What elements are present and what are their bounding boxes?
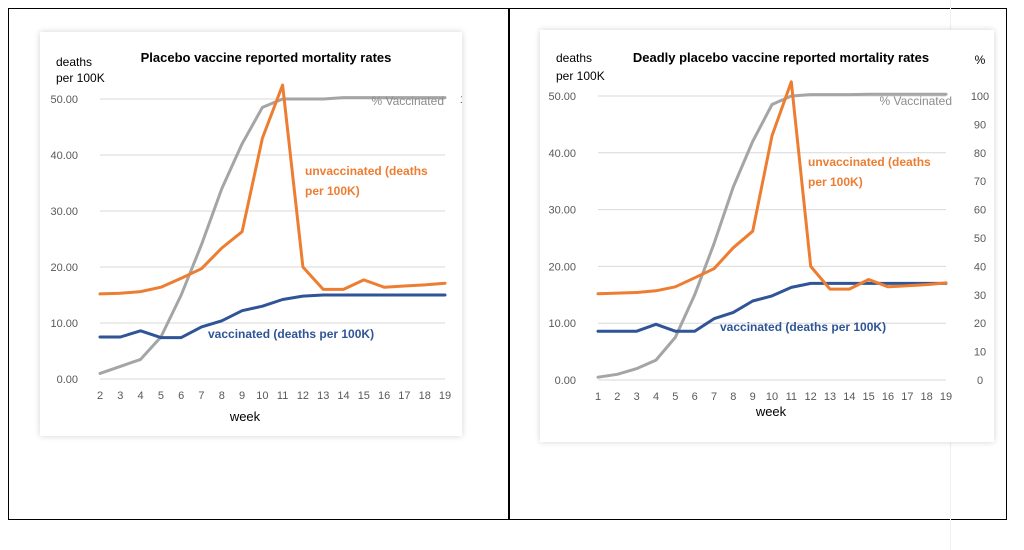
chart-panel-placebo: Placebo vaccine reported mortality rates… bbox=[40, 32, 462, 436]
x-tick-label: 7 bbox=[198, 390, 204, 402]
x-tick-label: 8 bbox=[219, 390, 225, 402]
y2-tick-label: 80 bbox=[974, 148, 986, 160]
y-tick-label: 20.00 bbox=[548, 261, 576, 273]
chart-panel-deadly-placebo: Deadly placebo vaccine reported mortalit… bbox=[540, 30, 994, 442]
y-tick-label: 0.00 bbox=[555, 375, 576, 387]
x-tick-label: 10 bbox=[766, 391, 778, 403]
x-tick-label: 13 bbox=[317, 390, 329, 402]
y2-tick-label: 20 bbox=[974, 318, 986, 330]
x-tick-label: 8 bbox=[730, 391, 736, 403]
x-axis-label: week bbox=[229, 409, 261, 424]
x-tick-label: 14 bbox=[337, 390, 349, 402]
x-tick-label: 2 bbox=[614, 391, 620, 403]
x-tick-label: 4 bbox=[653, 391, 659, 403]
x-tick-label: 9 bbox=[750, 391, 756, 403]
chart-deadly-placebo: Deadly placebo vaccine reported mortalit… bbox=[548, 50, 989, 419]
x-tick-label: 7 bbox=[711, 391, 717, 403]
y2-tick-label: 30 bbox=[974, 290, 986, 302]
y2-tick-label: 100 bbox=[971, 91, 989, 103]
y2-tick-label: 50 bbox=[974, 233, 986, 245]
y2-tick-label: 0 bbox=[977, 375, 983, 387]
y-tick-label: 20.00 bbox=[50, 262, 78, 274]
series-label: unvaccinated (deaths per 100K) bbox=[808, 155, 931, 189]
x-tick-label: 16 bbox=[378, 390, 390, 402]
x-tick-label: 4 bbox=[138, 390, 144, 402]
x-tick-label: 14 bbox=[843, 391, 855, 403]
x-tick-label: 12 bbox=[805, 391, 817, 403]
y-axis-label: per 100K bbox=[56, 71, 105, 85]
x-tick-label: 15 bbox=[358, 390, 370, 402]
y-tick-label: 30.00 bbox=[548, 205, 576, 217]
chart-placebo: Placebo vaccine reported mortality rates… bbox=[50, 50, 462, 424]
series-label: vaccinated (deaths per 100K) bbox=[208, 327, 374, 341]
y2-tick-label: 40 bbox=[974, 261, 986, 273]
x-tick-label: 19 bbox=[940, 391, 952, 403]
y2-tick-label: 70 bbox=[974, 176, 986, 188]
y-axis-label: deaths bbox=[556, 51, 592, 65]
y-tick-label: 40.00 bbox=[548, 148, 576, 160]
series-line-unvaccinated bbox=[98, 83, 447, 296]
series-label: unvaccinated (deaths per 100K) bbox=[305, 164, 428, 198]
x-tick-label: 16 bbox=[882, 391, 894, 403]
series-line-vaccinated bbox=[98, 293, 447, 340]
x-tick-label: 6 bbox=[178, 390, 184, 402]
y-tick-label: 50.00 bbox=[50, 94, 78, 106]
x-tick-label: 17 bbox=[398, 390, 410, 402]
x-tick-label: 19 bbox=[439, 390, 451, 402]
x-tick-label: 6 bbox=[692, 391, 698, 403]
x-tick-label: 5 bbox=[158, 390, 164, 402]
x-tick-label: 1 bbox=[595, 391, 601, 403]
series-label: vaccinated (deaths per 100K) bbox=[720, 320, 886, 334]
series-label: % Vaccinated bbox=[880, 94, 953, 108]
x-tick-label: 5 bbox=[672, 391, 678, 403]
x-tick-label: 17 bbox=[901, 391, 913, 403]
y-axis-label: deaths bbox=[56, 55, 92, 69]
frame-divider bbox=[508, 8, 510, 520]
x-tick-label: 15 bbox=[863, 391, 875, 403]
y-tick-label: 0.00 bbox=[57, 374, 78, 386]
chart-title: Deadly placebo vaccine reported mortalit… bbox=[633, 50, 929, 65]
series-line-vaccinated bbox=[596, 281, 948, 333]
x-tick-label: 9 bbox=[239, 390, 245, 402]
y-axis-label: per 100K bbox=[556, 69, 605, 83]
x-tick-label: 18 bbox=[419, 390, 431, 402]
y2-tick-label: 90 bbox=[974, 119, 986, 131]
series-line-pct-vaccinated bbox=[98, 96, 447, 375]
y-tick-label: 50.00 bbox=[548, 91, 576, 103]
series-line-pct-vaccinated bbox=[596, 92, 948, 379]
x-tick-label: 11 bbox=[277, 390, 288, 402]
x-tick-label: 10 bbox=[256, 390, 268, 402]
x-tick-label: 13 bbox=[824, 391, 836, 403]
y-tick-label: 10.00 bbox=[50, 318, 78, 330]
y-tick-label: 10.00 bbox=[548, 318, 576, 330]
x-tick-label: 3 bbox=[117, 390, 123, 402]
x-tick-label: 18 bbox=[921, 391, 933, 403]
x-tick-label: 11 bbox=[786, 391, 797, 403]
series-line-unvaccinated bbox=[596, 80, 948, 296]
chart-title: Placebo vaccine reported mortality rates bbox=[141, 50, 392, 65]
y2-tick-label: 10 bbox=[974, 347, 986, 359]
x-tick-label: 2 bbox=[97, 390, 103, 402]
y-tick-label: 30.00 bbox=[50, 206, 78, 218]
x-tick-label: 3 bbox=[634, 391, 640, 403]
x-tick-label: 12 bbox=[297, 390, 309, 402]
x-axis-label: week bbox=[755, 404, 787, 419]
series-label: % Vaccinated bbox=[372, 94, 445, 108]
y2-axis-label: % bbox=[975, 53, 986, 67]
y-tick-label: 40.00 bbox=[50, 150, 78, 162]
y2-tick-label: 60 bbox=[974, 205, 986, 217]
y2-tick-label: 100 bbox=[460, 94, 462, 106]
outer-frame bbox=[8, 8, 1007, 520]
